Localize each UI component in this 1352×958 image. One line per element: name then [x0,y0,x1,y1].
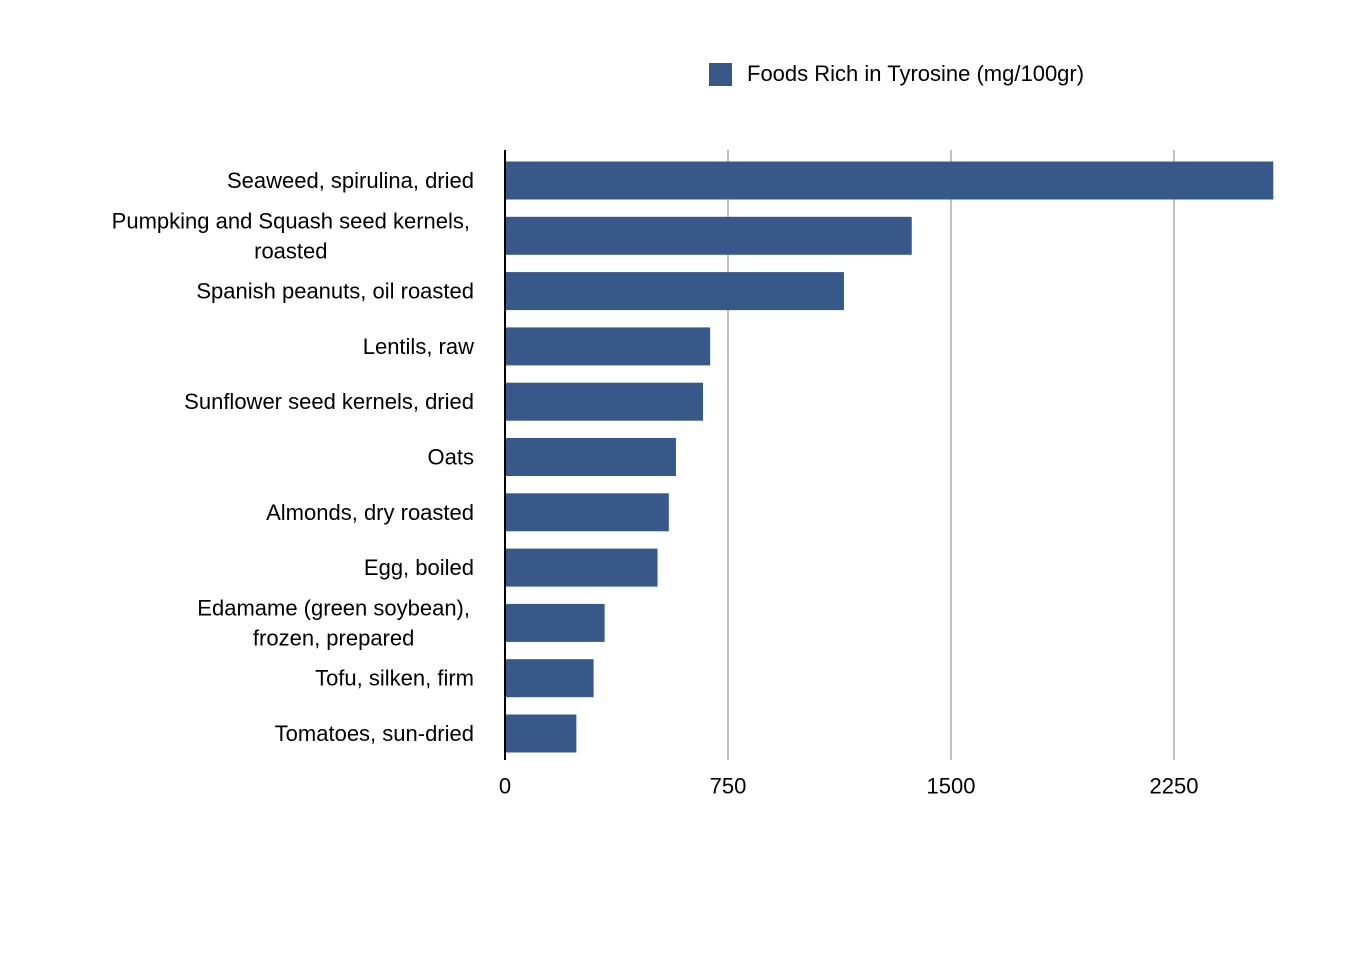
bar-9 [505,659,594,698]
legend: Foods Rich in Tyrosine (mg/100gr) [709,60,1084,88]
bar-2 [505,272,844,311]
x-tick-label-0: 0 [499,774,511,799]
bar-4 [505,382,704,421]
x-tick-labels: 0 750 1500 2250 [499,774,1199,799]
bar-0 [505,161,1274,200]
legend-swatch [709,62,732,86]
x-tick-label-2250: 2250 [1150,774,1199,799]
category-label-8-line-0: Edamame (green soybean), [197,595,470,620]
x-tick-label-750: 750 [710,774,747,799]
category-labels: Seaweed, spirulina, dried Pumpking and Sq… [112,168,474,746]
bars [505,161,1274,753]
bar-8 [505,603,605,642]
category-label-1-line-1: roasted [254,238,327,263]
category-label-10: Tomatoes, sun-dried [275,721,474,746]
category-label-4: Sunflower seed kernels, dried [184,389,474,414]
bar-3 [505,327,711,366]
category-label-8-line-1: frozen, prepared [253,625,414,650]
bar-1 [505,216,912,255]
category-label-2: Spanish peanuts, oil roasted [196,279,474,304]
legend-label: Foods Rich in Tyrosine (mg/100gr) [747,61,1085,86]
category-label-1-line-0: Pumpking and Squash seed kernels, [112,208,470,233]
category-label-6: Almonds, dry roasted [266,500,474,525]
bar-10 [505,714,577,753]
category-label-0: Seaweed, spirulina, dried [227,168,474,193]
bar-5 [505,438,676,476]
bar-6 [505,493,669,532]
x-tick-label-1500: 1500 [927,774,976,799]
category-label-7: Egg, boiled [364,555,474,580]
category-label-9: Tofu, silken, firm [315,666,474,691]
category-label-3: Lentils, raw [363,334,474,359]
bar-7 [505,548,658,587]
category-label-5: Oats [428,445,474,470]
